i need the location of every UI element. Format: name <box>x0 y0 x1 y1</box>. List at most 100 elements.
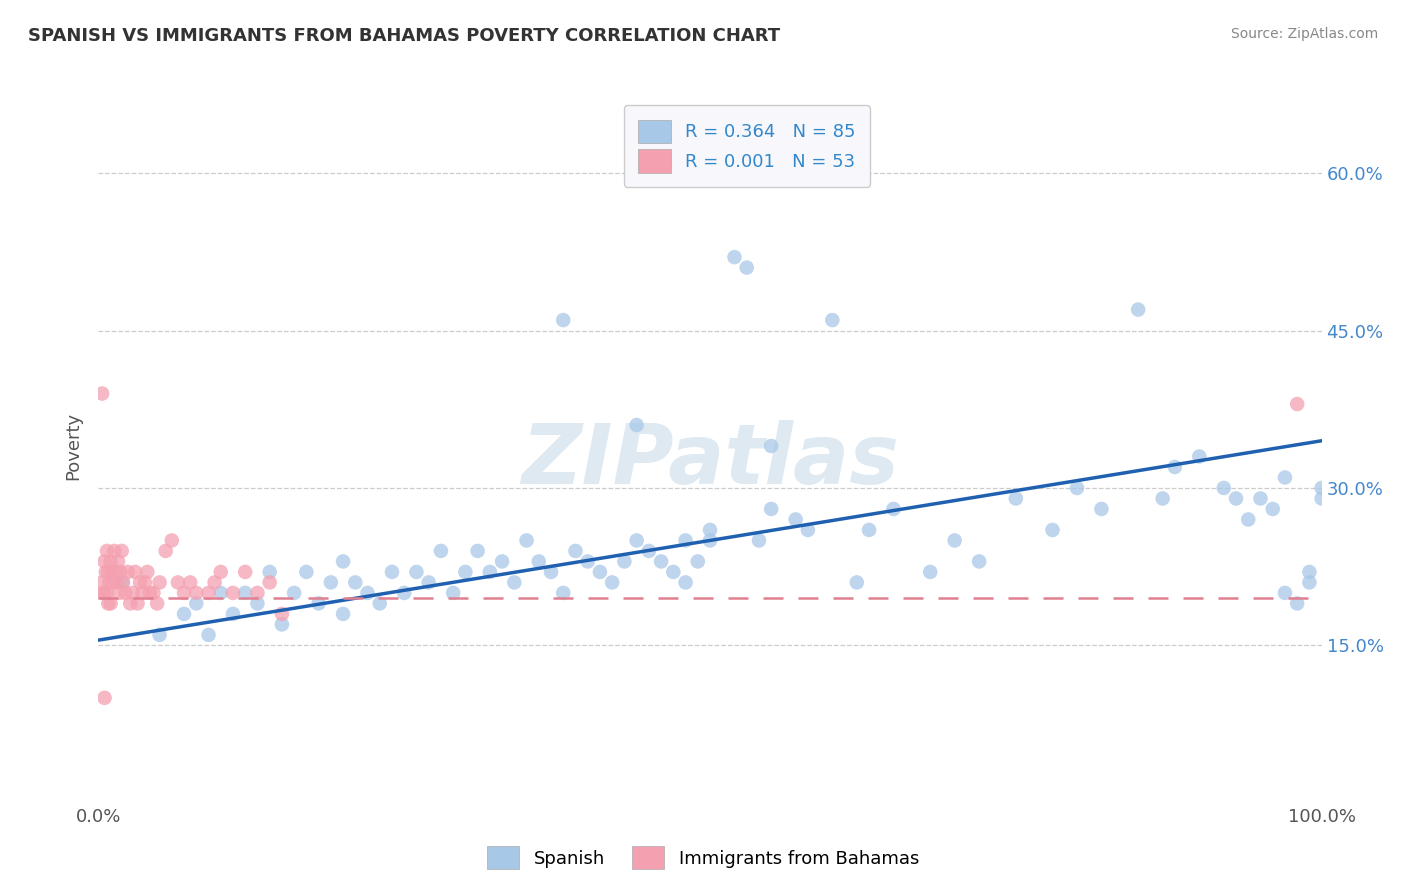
Point <box>883 502 905 516</box>
Point <box>699 533 721 548</box>
Point <box>209 586 232 600</box>
Point <box>259 565 281 579</box>
Point <box>98 575 121 590</box>
Point <box>626 533 648 548</box>
Point <box>1274 470 1296 484</box>
Point <box>246 586 269 600</box>
Point <box>356 586 378 600</box>
Point <box>527 554 550 568</box>
Point <box>1164 460 1187 475</box>
Point <box>246 596 269 610</box>
Point <box>91 575 114 590</box>
Point <box>179 575 201 590</box>
Point <box>503 575 526 590</box>
Point <box>105 575 128 590</box>
Point <box>943 533 966 548</box>
Point <box>121 586 143 600</box>
Point <box>1090 502 1112 516</box>
Point <box>167 575 190 590</box>
Point <box>845 575 868 590</box>
Point <box>491 554 513 568</box>
Point <box>967 554 990 568</box>
Point <box>540 565 562 579</box>
Point <box>1298 565 1320 579</box>
Point <box>381 565 404 579</box>
Point <box>101 565 124 579</box>
Point <box>134 575 156 590</box>
Point <box>173 607 195 621</box>
Point <box>160 533 183 548</box>
Point <box>120 596 142 610</box>
Point <box>785 512 807 526</box>
Point <box>553 586 575 600</box>
Point <box>1225 491 1247 506</box>
Point <box>155 544 177 558</box>
Point <box>108 586 131 600</box>
Point <box>441 586 464 600</box>
Point <box>97 596 120 610</box>
Point <box>107 554 129 568</box>
Point <box>233 586 256 600</box>
Point <box>454 565 477 579</box>
Point <box>197 586 219 600</box>
Point <box>430 544 453 558</box>
Point <box>1249 491 1271 506</box>
Point <box>1310 481 1333 495</box>
Point <box>93 690 115 705</box>
Text: ZIPatlas: ZIPatlas <box>522 420 898 500</box>
Point <box>1128 302 1150 317</box>
Point <box>332 554 354 568</box>
Point <box>748 533 770 548</box>
Point <box>723 250 745 264</box>
Point <box>319 575 342 590</box>
Point <box>91 586 114 600</box>
Point <box>129 575 152 590</box>
Point <box>821 313 844 327</box>
Point <box>93 586 115 600</box>
Point <box>405 565 427 579</box>
Point <box>110 565 132 579</box>
Point <box>344 575 367 590</box>
Point <box>114 586 136 600</box>
Point <box>1298 575 1320 590</box>
Point <box>662 565 685 579</box>
Y-axis label: Poverty: Poverty <box>65 412 83 480</box>
Point <box>186 596 208 610</box>
Point <box>418 575 440 590</box>
Point <box>858 523 880 537</box>
Point <box>332 607 354 621</box>
Point <box>1042 523 1064 537</box>
Point <box>675 533 697 548</box>
Point <box>1274 586 1296 600</box>
Point <box>478 565 501 579</box>
Point <box>94 565 117 579</box>
Point <box>96 544 118 558</box>
Point <box>186 586 208 600</box>
Point <box>149 575 172 590</box>
Point <box>1212 481 1234 495</box>
Point <box>149 628 172 642</box>
Point <box>91 386 114 401</box>
Point <box>735 260 758 275</box>
Legend: Spanish, Immigrants from Bahamas: Spanish, Immigrants from Bahamas <box>478 838 928 879</box>
Point <box>124 565 146 579</box>
Point <box>576 554 599 568</box>
Point <box>146 596 169 610</box>
Point <box>1286 397 1309 411</box>
Point <box>131 586 153 600</box>
Point <box>1066 481 1088 495</box>
Point <box>97 565 120 579</box>
Point <box>127 596 149 610</box>
Point <box>564 544 586 558</box>
Point <box>173 586 195 600</box>
Point <box>111 575 134 590</box>
Point <box>96 586 118 600</box>
Point <box>761 439 783 453</box>
Point <box>920 565 942 579</box>
Point <box>638 544 661 558</box>
Point <box>467 544 489 558</box>
Point <box>613 554 636 568</box>
Point <box>283 586 305 600</box>
Point <box>197 628 219 642</box>
Point <box>761 502 783 516</box>
